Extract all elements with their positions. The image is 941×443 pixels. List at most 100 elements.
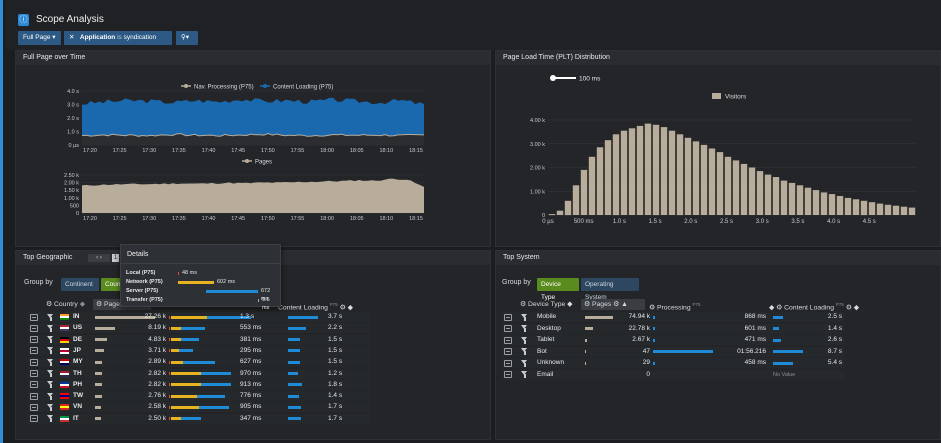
nav-time-value: 905 ms xyxy=(240,403,262,411)
col-processing-label: Processing xyxy=(656,304,691,312)
col-country[interactable]: ⚙ Country ◆ xyxy=(46,301,85,308)
collapse-icon[interactable] xyxy=(30,313,38,321)
pager-page-1[interactable]: 1 xyxy=(112,254,119,262)
content-loading-value: 2.5 s xyxy=(827,313,842,320)
content-loading-value: 3.7 s xyxy=(328,313,343,320)
panel-title: Page Load Time (PLT) Distribution xyxy=(496,51,940,65)
y-tick-label: 500 xyxy=(70,203,79,209)
table-row[interactable]: IN 27.26 k 1.3 s 3.7 s xyxy=(28,312,370,323)
collapse-icon[interactable] xyxy=(30,370,38,377)
table-row[interactable]: Email 0 No Value xyxy=(502,369,844,381)
full-page-dropdown[interactable]: Full Page ▾ xyxy=(18,31,61,45)
y-tick-label: 1.00 k xyxy=(530,189,545,195)
collapse-icon[interactable] xyxy=(30,358,38,366)
collapse-icon[interactable] xyxy=(30,324,38,332)
x-tick-label: 18:05 xyxy=(350,148,364,154)
local-bar xyxy=(169,417,170,421)
collapse-icon[interactable] xyxy=(504,325,512,332)
filter-funnel-icon[interactable] xyxy=(47,336,54,344)
filter-funnel-icon[interactable] xyxy=(47,403,54,411)
application-filter-chip[interactable]: ✕ Application is syndication xyxy=(64,31,172,45)
col-processing[interactable]: ⚙ Processing P75 xyxy=(649,302,701,312)
filter-funnel-icon[interactable] xyxy=(47,324,54,332)
content-loading-bar xyxy=(773,327,779,330)
table-row[interactable]: MY 2.89 k 627 ms 1.5 s xyxy=(28,357,370,368)
collapse-icon[interactable] xyxy=(30,336,38,344)
histogram-bar xyxy=(652,124,660,216)
content-loading-value: 1.7 s xyxy=(328,414,343,422)
filter-funnel-icon[interactable] xyxy=(521,313,528,321)
collapse-icon[interactable] xyxy=(30,347,38,355)
collapse-icon[interactable] xyxy=(30,403,38,411)
collapse-icon[interactable] xyxy=(30,392,38,400)
pages-value: 29 xyxy=(642,359,650,366)
table-row[interactable]: VN 2.58 k 905 ms 1.7 s xyxy=(28,402,370,413)
filter-funnel-icon[interactable] xyxy=(521,348,528,355)
filter-funnel-icon[interactable] xyxy=(47,313,54,321)
pages-bar xyxy=(585,350,586,353)
histogram-bar xyxy=(708,148,716,215)
filter-funnel-icon[interactable] xyxy=(521,359,528,367)
table-row[interactable]: TW 2.76 k 776 ms 1.4 s xyxy=(28,391,370,402)
tab-continent[interactable]: Continent xyxy=(61,278,99,291)
table-row[interactable]: Unknown 29 458 ms 5.4 s xyxy=(502,358,844,369)
server-bar xyxy=(183,360,215,364)
collapse-icon[interactable] xyxy=(504,348,512,355)
collapse-icon[interactable] xyxy=(30,415,38,423)
server-bar xyxy=(197,394,225,398)
table-row[interactable]: TH 2.82 k 970 ms 1.2 s xyxy=(28,368,370,380)
filter-funnel-icon[interactable] xyxy=(521,325,528,332)
content-loading-value: 5.4 s xyxy=(827,359,842,366)
filter-funnel-icon[interactable] xyxy=(47,358,54,366)
remove-filter-icon[interactable]: ✕ xyxy=(69,34,75,41)
processing-value: 458 ms xyxy=(744,359,766,366)
table-row[interactable]: PH 2.82 k 913 ms 1.8 s xyxy=(28,379,370,391)
table-row[interactable]: Bot 47 01:56.216 8.7 s xyxy=(502,346,844,358)
pager-arrows[interactable]: ‹ › xyxy=(88,254,110,262)
nav-time-value: 381 ms xyxy=(240,335,262,343)
content-loading-bar xyxy=(773,338,781,342)
table-row[interactable]: DE 4.83 k 381 ms 1.5 s xyxy=(28,334,370,346)
col-content-loading[interactable]: ◆ ⚙ Content Loading P75 ⚙ ◆ xyxy=(769,302,860,312)
col-content-label: Content Loading xyxy=(784,304,834,312)
col-device-type[interactable]: ⚙ Device Type ◆ xyxy=(520,301,573,308)
table-row[interactable]: Mobile 74.94 k 868 ms 2.5 s xyxy=(502,312,844,323)
flag-vn-icon xyxy=(60,404,69,411)
tab-country[interactable]: Country xyxy=(101,278,123,291)
filter-funnel-icon[interactable] xyxy=(47,415,54,423)
table-row[interactable]: Desktop 22.78 k 601 ms 1.4 s xyxy=(502,323,844,335)
plt-histogram: 100 ms Visitors 4.00 k 3.00 k 2.00 k 1.00 k 00… xyxy=(530,75,916,225)
histogram-bar xyxy=(700,144,708,215)
collapse-icon[interactable] xyxy=(504,359,512,367)
filter-funnel-icon[interactable] xyxy=(521,371,528,378)
network-bar xyxy=(171,372,201,375)
col-pages[interactable]: ⚙ Pages ⚙ ▲ xyxy=(581,299,645,310)
collapse-icon[interactable] xyxy=(504,371,512,378)
table-row[interactable]: Tablet 2.67 k 471 ms 2.6 s xyxy=(502,335,844,346)
server-bar xyxy=(201,383,231,387)
filter-funnel-icon[interactable] xyxy=(47,392,54,400)
col-content-loading[interactable]: Content Loading P75 ⚙ ◆ xyxy=(278,302,353,312)
collapse-icon[interactable] xyxy=(30,381,38,389)
filter-funnel-icon: ⚲ xyxy=(181,34,186,41)
histogram-bar xyxy=(884,204,892,215)
collapse-icon[interactable] xyxy=(504,336,512,344)
page-title: Scope Analysis xyxy=(36,14,104,25)
table-row[interactable]: IT 2.50 k 347 ms 1.7 s xyxy=(28,413,370,425)
tab-device-type[interactable]: Device Type xyxy=(537,278,579,301)
filter-funnel-icon[interactable] xyxy=(521,336,528,344)
content-loading-bar xyxy=(288,417,301,421)
filter-funnel-icon[interactable] xyxy=(47,370,54,377)
add-filter-button[interactable]: ⚲▾ xyxy=(176,31,198,45)
filter-funnel-icon[interactable] xyxy=(47,347,54,355)
histogram-bar xyxy=(892,205,900,215)
table-row[interactable]: US 8.19 k 553 ms 2.2 s xyxy=(28,323,370,334)
filter-funnel-icon[interactable] xyxy=(47,381,54,389)
tab-operating-system[interactable]: Operating System xyxy=(581,278,639,301)
local-bar xyxy=(169,405,170,409)
content-loading-bar xyxy=(773,361,793,365)
slider-handle[interactable] xyxy=(550,75,556,81)
nav-time-value: 1.3 s xyxy=(240,313,255,320)
table-row[interactable]: JP 3.71 k 295 ms 1.5 s xyxy=(28,345,370,357)
collapse-icon[interactable] xyxy=(504,313,512,321)
